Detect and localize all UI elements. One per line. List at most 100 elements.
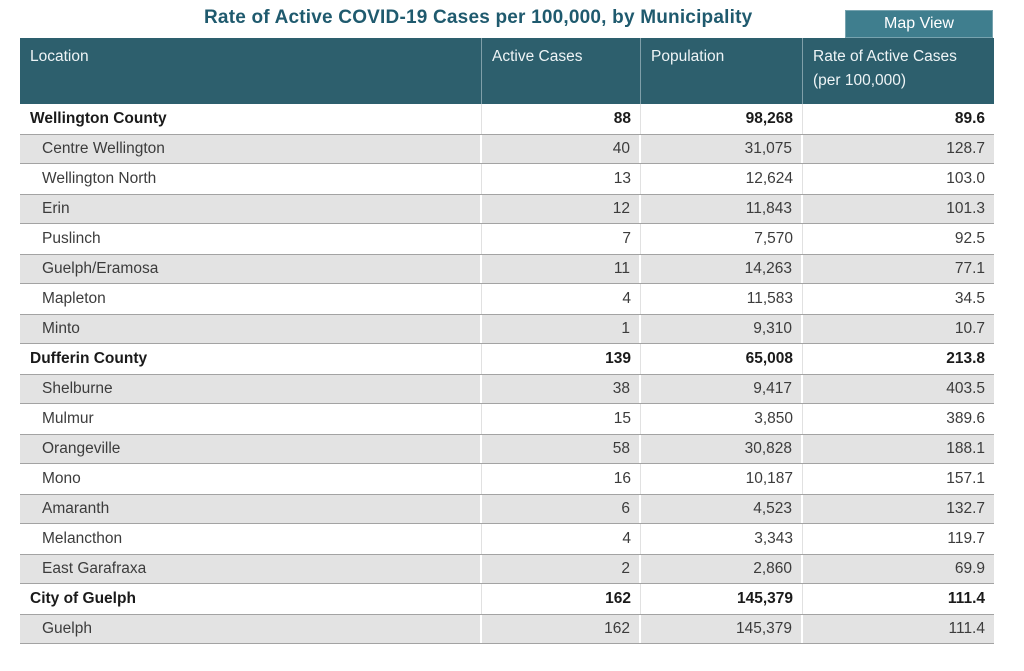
cell-population: 145,379: [641, 615, 803, 643]
cell-active-cases: 16: [482, 464, 641, 494]
map-view-button-label: Map View: [884, 15, 954, 32]
table-row: Orangeville 58 30,828 188.1: [20, 434, 994, 464]
cell-active-cases: 40: [482, 135, 641, 163]
table-body: Wellington County 88 98,268 89.6 Centre …: [20, 104, 994, 644]
cell-location: Mono: [20, 464, 482, 494]
cell-active-cases: 6: [482, 495, 641, 523]
cell-population: 31,075: [641, 135, 803, 163]
table-header-row: Location Active Cases Population Rate of…: [20, 38, 994, 104]
cell-active-cases: 58: [482, 435, 641, 463]
table-row: Mapleton 4 11,583 34.5: [20, 284, 994, 314]
cell-location: Puslinch: [20, 224, 482, 254]
cell-rate: 389.6: [946, 410, 985, 427]
cell-active-cases: 162: [482, 584, 641, 614]
cell-active-cases: 15: [482, 404, 641, 434]
cell-location: Centre Wellington: [20, 135, 482, 163]
cell-rate: 10.7: [954, 320, 985, 337]
table-row: East Garafraxa 2 2,860 69.9: [20, 554, 994, 584]
cell-location: Wellington North: [20, 164, 482, 194]
cell-active-cases: 1: [482, 315, 641, 343]
table-row: Centre Wellington 40 31,075 128.7: [20, 134, 994, 164]
table-row: Mono 16 10,187 157.1: [20, 464, 994, 494]
cell-location: Melancthon: [20, 524, 482, 554]
cell-location: Wellington County: [20, 104, 482, 134]
table-row: Amaranth 6 4,523 132.7: [20, 494, 994, 524]
cell-rate: 89.6: [954, 110, 985, 127]
table-row: Wellington County 88 98,268 89.6: [20, 104, 994, 134]
column-header-location[interactable]: Location: [20, 38, 482, 104]
cell-location: Guelph: [20, 615, 482, 643]
table-row: Puslinch 7 7,570 92.5: [20, 224, 994, 254]
cell-location: Dufferin County: [20, 344, 482, 374]
cell-population: 9,310: [641, 315, 803, 343]
cell-location: East Garafraxa: [20, 555, 482, 583]
cell-population: 12,624: [641, 164, 803, 194]
map-view-button[interactable]: Map View: [845, 10, 993, 38]
cell-rate: 157.1: [946, 470, 985, 487]
cell-rate: 101.3: [946, 200, 985, 217]
cell-population: 2,860: [641, 555, 803, 583]
cell-population: 3,850: [641, 404, 803, 434]
cell-location: Minto: [20, 315, 482, 343]
cell-rate: 213.8: [946, 350, 985, 367]
cell-rate: 111.4: [948, 620, 986, 637]
cell-population: 3,343: [641, 524, 803, 554]
cell-rate: 92.5: [954, 230, 985, 247]
cell-rate: 111.4: [947, 590, 985, 607]
column-header-rate[interactable]: Rate of Active Cases (per 100,000): [813, 48, 957, 89]
table-row: Melancthon 4 3,343 119.7: [20, 524, 994, 554]
cell-location: Guelph/Eramosa: [20, 255, 482, 283]
cell-rate: 69.9: [954, 560, 985, 577]
cell-location: Orangeville: [20, 435, 482, 463]
table-row: Dufferin County 139 65,008 213.8: [20, 344, 994, 374]
column-header-active-cases[interactable]: Active Cases: [482, 38, 641, 104]
cell-active-cases: 13: [482, 164, 641, 194]
cell-population: 10,187: [641, 464, 803, 494]
table-row: Erin 12 11,843 101.3: [20, 194, 994, 224]
cell-rate: 188.1: [946, 440, 985, 457]
cell-population: 145,379: [641, 584, 803, 614]
table-row: Mulmur 15 3,850 389.6: [20, 404, 994, 434]
cell-rate: 119.7: [947, 530, 985, 547]
cell-rate: 403.5: [946, 380, 985, 397]
cell-active-cases: 88: [482, 104, 641, 134]
cell-population: 14,263: [641, 255, 803, 283]
table-row: City of Guelph 162 145,379 111.4: [20, 584, 994, 614]
cell-location: Amaranth: [20, 495, 482, 523]
cell-population: 30,828: [641, 435, 803, 463]
cell-population: 4,523: [641, 495, 803, 523]
cell-population: 7,570: [641, 224, 803, 254]
cell-population: 65,008: [641, 344, 803, 374]
cell-rate: 103.0: [946, 170, 985, 187]
cell-rate: 128.7: [946, 140, 985, 157]
cell-active-cases: 7: [482, 224, 641, 254]
cell-active-cases: 11: [482, 255, 641, 283]
cell-active-cases: 162: [482, 615, 641, 643]
table-row: Guelph/Eramosa 11 14,263 77.1: [20, 254, 994, 284]
cell-rate: 77.1: [954, 260, 985, 277]
cell-active-cases: 4: [482, 524, 641, 554]
cell-location: Shelburne: [20, 375, 482, 403]
page-title: Rate of Active COVID-19 Cases per 100,00…: [204, 7, 753, 28]
cell-population: 9,417: [641, 375, 803, 403]
table-row: Guelph 162 145,379 111.4: [20, 614, 994, 644]
cell-active-cases: 38: [482, 375, 641, 403]
cell-active-cases: 12: [482, 195, 641, 223]
cell-rate: 132.7: [946, 500, 985, 517]
cell-location: Erin: [20, 195, 482, 223]
table-row: Minto 1 9,310 10.7: [20, 314, 994, 344]
cell-location: Mulmur: [20, 404, 482, 434]
cell-rate: 34.5: [954, 290, 985, 307]
cell-active-cases: 4: [482, 284, 641, 314]
column-header-population[interactable]: Population: [641, 38, 803, 104]
cell-population: 11,843: [641, 195, 803, 223]
cell-active-cases: 2: [482, 555, 641, 583]
table-row: Shelburne 38 9,417 403.5: [20, 374, 994, 404]
cell-location: Mapleton: [20, 284, 482, 314]
cell-population: 98,268: [641, 104, 803, 134]
table-row: Wellington North 13 12,624 103.0: [20, 164, 994, 194]
covid-rate-table: Location Active Cases Population Rate of…: [20, 38, 994, 644]
cell-population: 11,583: [641, 284, 803, 314]
cell-active-cases: 139: [482, 344, 641, 374]
cell-location: City of Guelph: [20, 584, 482, 614]
